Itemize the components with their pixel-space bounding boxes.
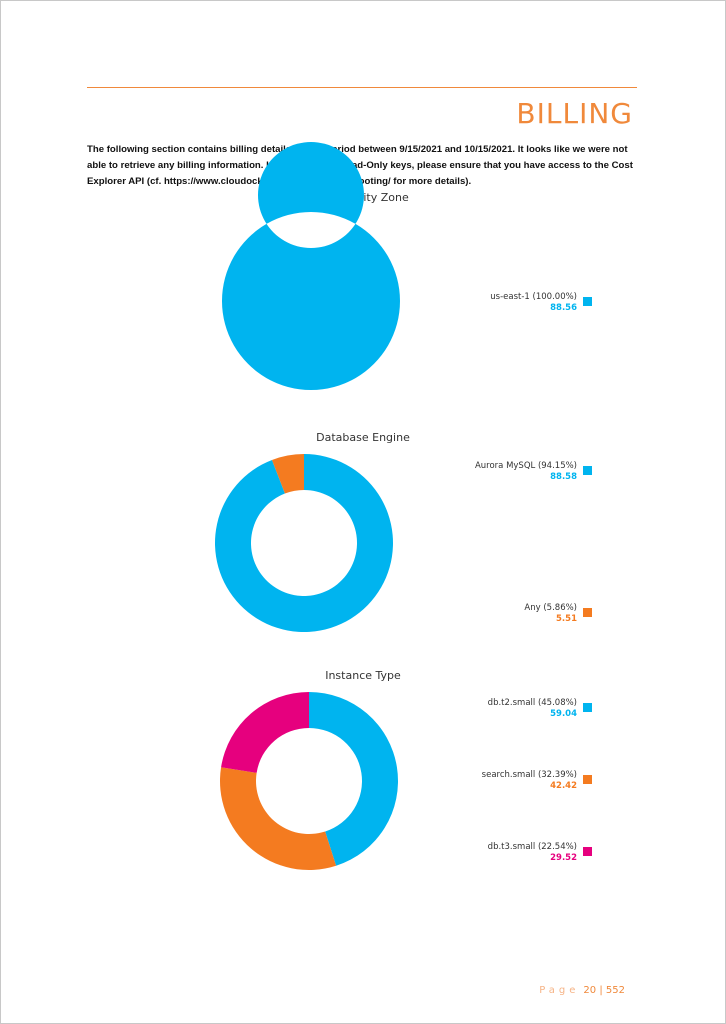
legend-label: us-east-1 (100.00%) [490,292,577,302]
legend-label: search.small (32.39%) [481,770,577,780]
donut-slice [220,767,337,870]
legend-swatch [583,703,592,712]
page-footer: Page 20 | 552 [539,985,625,996]
legend-entry: db.t2.small (45.08%) 59.04 [488,698,577,720]
header-rule [87,87,637,88]
section-heading: BILLING [516,97,633,130]
legend-value: 29.52 [550,853,577,863]
donut-slice [221,692,309,773]
donut-chart-availability-zone [221,142,400,390]
legend-label: db.t2.small (45.08%) [487,698,577,708]
chart-title-instance-type: Instance Type [325,669,401,682]
legend-value: 88.56 [550,303,577,313]
donut-chart-instance-type [220,692,398,870]
legend-swatch [583,775,592,784]
donut-slice [309,692,398,866]
section-intro: The following section contains billing d… [87,144,633,187]
legend-entry: Any (5.86%) 5.51 [524,603,577,625]
footer-separator: | [599,985,603,996]
legend-label: db.t3.small (22.54%) [487,842,577,852]
legend-value: 88.58 [550,472,577,482]
legend-swatch [583,847,592,856]
legend-swatch [583,297,592,306]
legend-entry: Aurora MySQL (94.15%) 88.58 [475,461,577,483]
footer-page-word: Page [539,985,580,996]
donut-chart-database-engine [215,454,393,632]
donut-slice [221,142,400,390]
legend-entry: us-east-1 (100.00%) 88.56 [490,292,577,314]
legend-entry: search.small (32.39%) 42.42 [482,770,577,792]
donut-slice [215,454,393,632]
legend-swatch [583,466,592,475]
legend-value: 59.04 [550,709,577,719]
donut-slice [271,454,304,494]
chart-title-database-engine: Database Engine [316,431,410,444]
legend-label: Any (5.86%) [524,603,577,613]
footer-page-current: 20 [583,985,597,996]
legend-value: 42.42 [550,781,577,791]
footer-page-total: 552 [605,985,625,996]
legend-value: 5.51 [556,614,577,624]
legend-swatch [583,608,592,617]
legend-label: Aurora MySQL (94.15%) [474,461,577,471]
legend-entry: db.t3.small (22.54%) 29.52 [488,842,577,864]
